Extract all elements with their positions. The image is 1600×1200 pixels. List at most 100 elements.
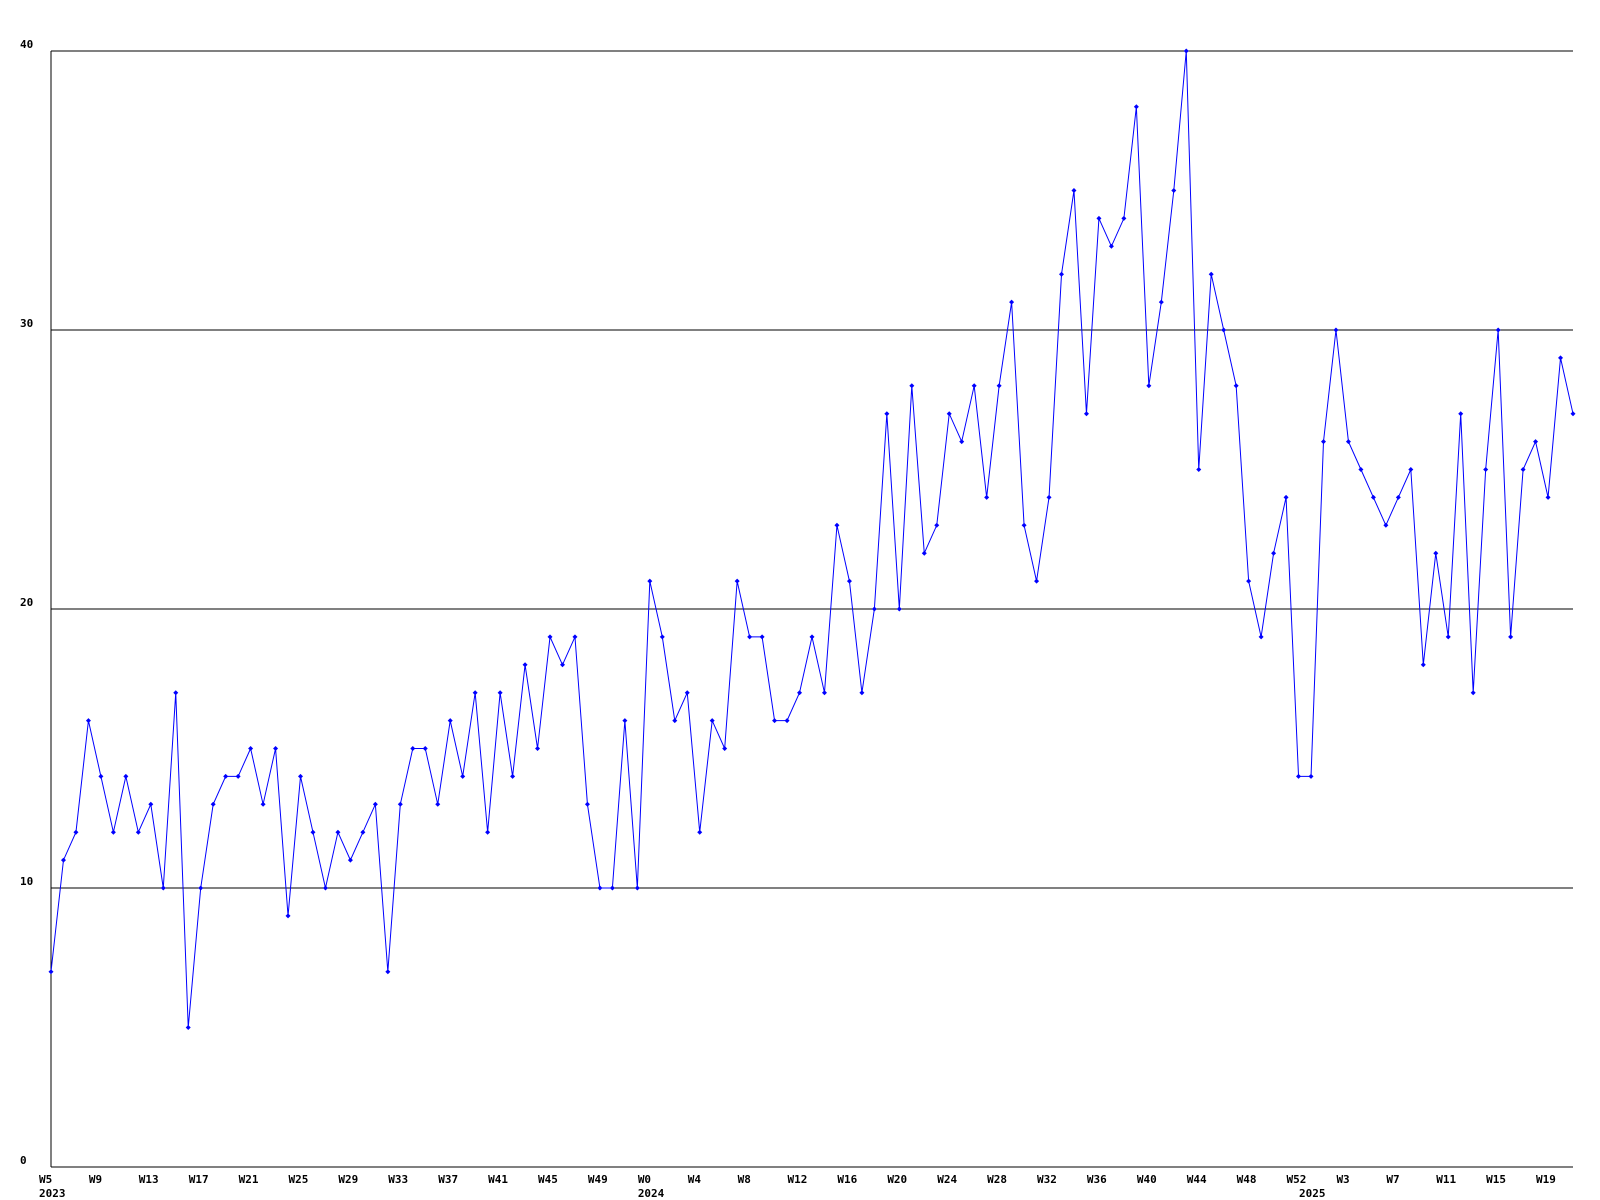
data-point <box>934 522 940 528</box>
data-point <box>1146 383 1152 389</box>
year-label: 2025 <box>1299 1187 1326 1200</box>
data-point <box>622 718 628 724</box>
data-point <box>1096 215 1102 221</box>
data-point <box>921 550 927 556</box>
data-point <box>896 606 902 612</box>
data-point <box>996 383 1002 389</box>
data-point <box>135 829 141 835</box>
data-point <box>1320 439 1326 445</box>
x-tick-label: W44 <box>1187 1173 1207 1186</box>
x-tick-label: W28 <box>987 1173 1007 1186</box>
data-point <box>609 885 615 891</box>
data-point <box>273 746 279 751</box>
data-point <box>1520 467 1526 472</box>
data-point <box>1171 188 1177 193</box>
data-point <box>347 857 353 863</box>
data-point <box>809 634 815 640</box>
data-point <box>1545 494 1551 500</box>
x-tick-label: W32 <box>1037 1173 1057 1186</box>
data-point <box>1283 494 1289 500</box>
x-tick-label: W21 <box>239 1173 259 1186</box>
data-point <box>1158 299 1164 305</box>
data-point <box>1196 467 1202 472</box>
data-point <box>772 718 778 724</box>
data-point <box>447 718 453 724</box>
data-point <box>235 773 241 779</box>
data-point <box>460 773 466 779</box>
data-point <box>909 383 915 389</box>
data-point <box>1308 773 1314 779</box>
data-point <box>1108 243 1114 249</box>
data-point <box>734 578 740 584</box>
x-tick-label: W7 <box>1386 1173 1399 1186</box>
data-point <box>784 718 790 724</box>
x-tick-label: W16 <box>837 1173 857 1186</box>
data-point <box>709 718 715 724</box>
x-tick-label: W13 <box>139 1173 159 1186</box>
data-point <box>48 969 54 975</box>
data-point <box>1433 550 1439 556</box>
y-tick-label: 20 <box>20 596 33 609</box>
data-point <box>1233 383 1239 389</box>
data-point <box>1445 634 1451 640</box>
data-point <box>959 439 965 445</box>
data-point <box>248 746 254 751</box>
data-point <box>160 885 166 891</box>
data-point <box>572 634 578 640</box>
y-tick-label: 40 <box>20 38 33 51</box>
data-point <box>148 801 154 807</box>
x-tick-label: W41 <box>488 1173 508 1186</box>
data-point <box>1408 467 1414 472</box>
x-tick-label: W25 <box>289 1173 309 1186</box>
data-point <box>1133 104 1139 110</box>
data-point <box>884 411 890 417</box>
data-point <box>1420 662 1426 668</box>
x-tick-label: W9 <box>89 1173 102 1186</box>
data-point <box>223 773 229 779</box>
data-point <box>98 773 104 779</box>
data-point <box>1296 773 1302 779</box>
x-tick-label: W24 <box>937 1173 957 1186</box>
data-point <box>871 606 877 612</box>
data-point <box>834 522 840 528</box>
data-point <box>722 746 728 751</box>
data-point <box>1083 411 1089 417</box>
data-point <box>60 857 66 863</box>
data-point <box>285 913 291 919</box>
data-point <box>821 690 827 696</box>
data-point <box>522 662 528 668</box>
x-tick-label: W37 <box>438 1173 458 1186</box>
data-point <box>497 690 503 696</box>
data-point <box>1483 467 1489 472</box>
x-tick-label: W48 <box>1237 1173 1257 1186</box>
x-tick-label: W40 <box>1137 1173 1157 1186</box>
data-point <box>360 829 366 835</box>
x-tick-label: W52 <box>1287 1173 1307 1186</box>
data-point <box>559 662 565 668</box>
x-tick-label: W20 <box>887 1173 907 1186</box>
data-point <box>322 885 328 891</box>
data-point <box>472 690 478 696</box>
data-point <box>859 690 865 696</box>
data-point <box>73 829 79 835</box>
data-point <box>1246 578 1252 584</box>
data-point <box>759 634 765 640</box>
data-point <box>971 383 977 389</box>
x-tick-label: W33 <box>388 1173 408 1186</box>
data-point <box>946 411 952 417</box>
data-point <box>1458 411 1464 417</box>
data-point <box>1046 494 1052 500</box>
data-point <box>310 829 316 835</box>
data-point <box>1358 467 1364 472</box>
data-point <box>597 885 603 891</box>
x-tick-label: W3 <box>1336 1173 1349 1186</box>
data-point <box>173 690 179 696</box>
x-tick-label: W0 <box>638 1173 651 1186</box>
data-point <box>198 885 204 891</box>
data-point <box>1508 634 1514 640</box>
y-tick-label: 0 <box>20 1154 27 1167</box>
data-point <box>510 773 516 779</box>
data-point <box>984 494 990 500</box>
data-point <box>634 885 640 891</box>
data-point <box>1271 550 1277 556</box>
